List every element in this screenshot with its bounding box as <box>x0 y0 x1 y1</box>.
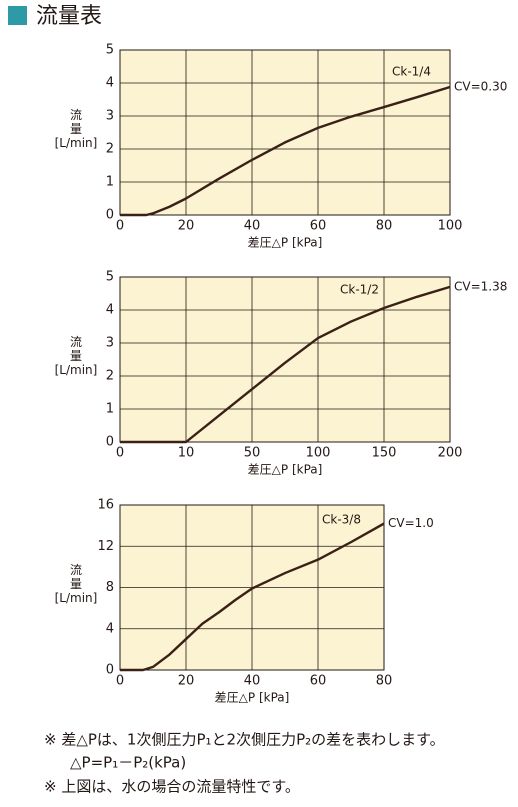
x-axis-label: 差圧△P [kPa] <box>248 463 323 477</box>
data-line <box>120 85 451 217</box>
x-tick-label: 100 <box>438 219 463 234</box>
x-axis-label: 差圧△P [kPa] <box>215 691 290 705</box>
y-tick-label: 2 <box>106 142 114 157</box>
y-tick-label: 5 <box>106 270 114 285</box>
y-tick-label: 3 <box>106 109 114 124</box>
y-axis-label: [L/min] <box>55 136 98 150</box>
x-tick-label: 0 <box>116 674 124 689</box>
y-axis-label: [L/min] <box>55 591 98 605</box>
y-tick-label: 4 <box>106 303 114 318</box>
chart-annotation: Ck-3/8 <box>322 513 361 527</box>
x-tick-label: 20 <box>178 674 195 689</box>
x-tick-label: 80 <box>376 219 393 234</box>
x-tick-label: 200 <box>438 446 463 461</box>
x-tick-label: 20 <box>178 219 195 234</box>
data-line <box>120 285 451 444</box>
chart-annotation: Ck-1/4 <box>392 65 431 79</box>
legend-label: CV=1.38 <box>454 279 507 293</box>
y-tick-label: 3 <box>106 336 114 351</box>
x-tick-label: 50 <box>244 446 261 461</box>
y-axis-label: 流 <box>70 335 82 349</box>
y-axis-label: 流 <box>70 563 82 577</box>
y-axis-label: 量 <box>70 349 82 363</box>
y-tick-label: 0 <box>106 435 114 450</box>
y-tick-label: 1 <box>106 402 114 417</box>
y-tick-label: 5 <box>106 43 114 58</box>
legend-label: CV=0.30 <box>454 79 507 93</box>
y-axis-label: 量 <box>70 577 82 591</box>
y-tick-label: 0 <box>106 208 114 223</box>
x-tick-label: 10 <box>178 446 195 461</box>
chart-annotation: Ck-1/2 <box>340 283 379 297</box>
y-axis-label: [L/min] <box>55 363 98 377</box>
note: ※ 差△Pは、1次側圧力P₁と2次側圧力P₂の差を表わします。 <box>44 731 445 749</box>
x-tick-label: 150 <box>372 446 397 461</box>
x-axis-label: 差圧△P [kPa] <box>248 236 323 250</box>
note: △P=P₁－P₂(kPa) <box>70 754 186 772</box>
y-tick-label: 16 <box>97 498 114 513</box>
y-tick-label: 8 <box>106 580 114 595</box>
note: ※ 上図は、水の場合の流量特性です。 <box>44 778 300 796</box>
x-tick-label: 60 <box>310 674 327 689</box>
x-tick-label: 40 <box>244 674 261 689</box>
y-tick-label: 4 <box>106 76 114 91</box>
y-tick-label: 0 <box>106 663 114 678</box>
y-tick-label: 4 <box>106 621 114 636</box>
x-tick-label: 100 <box>306 446 331 461</box>
page-title: 流量表 <box>36 4 102 29</box>
y-tick-label: 2 <box>106 369 114 384</box>
x-tick-label: 0 <box>116 219 124 234</box>
header-icon <box>8 6 27 25</box>
y-axis-label: 流 <box>70 108 82 122</box>
data-line <box>120 522 385 672</box>
plot-area <box>119 49 451 216</box>
legend-label: CV=1.0 <box>388 516 434 530</box>
x-tick-label: 80 <box>376 674 393 689</box>
y-tick-label: 1 <box>106 175 114 190</box>
x-tick-label: 0 <box>116 446 124 461</box>
y-axis-label: 量 <box>70 122 82 136</box>
y-tick-label: 12 <box>97 539 114 554</box>
x-tick-label: 40 <box>244 219 261 234</box>
x-tick-label: 60 <box>310 219 327 234</box>
